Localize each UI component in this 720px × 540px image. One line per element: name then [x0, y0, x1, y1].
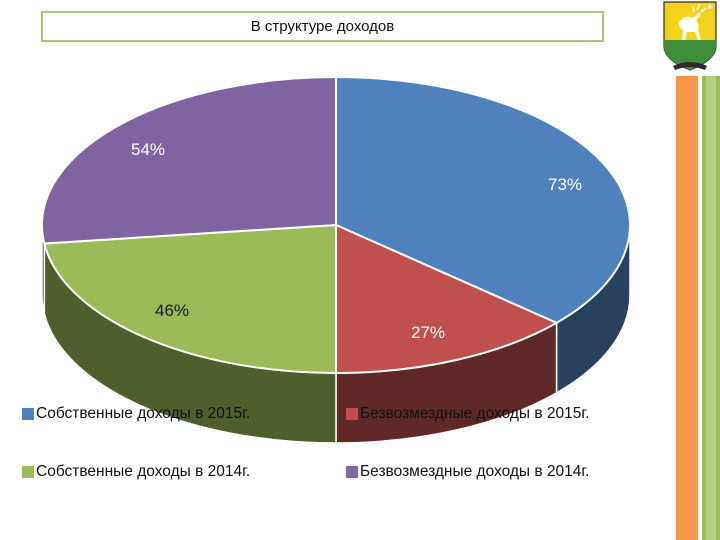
pie-slice-y2015-0: [335, 75, 631, 324]
pie-label-y2014-1: 54%: [131, 140, 165, 159]
stripe-left: [676, 76, 698, 540]
stripe-inner: [706, 76, 716, 540]
pie-slice-y2014-1: [41, 75, 337, 245]
coat-of-arms-logo: [661, 0, 719, 73]
pie-label-y2014-0: 46%: [155, 301, 189, 320]
pie-slice-y2014-0: [43, 223, 337, 375]
pie-slice-y2015-1: [335, 223, 559, 375]
pie-label-y2015-0: 73%: [548, 175, 582, 194]
stripe-gap: [698, 76, 702, 540]
side-decor-stripes: [676, 76, 720, 540]
pie-label-y2015-1: 27%: [411, 323, 445, 342]
chart-title: В структуре доходов: [41, 11, 604, 42]
